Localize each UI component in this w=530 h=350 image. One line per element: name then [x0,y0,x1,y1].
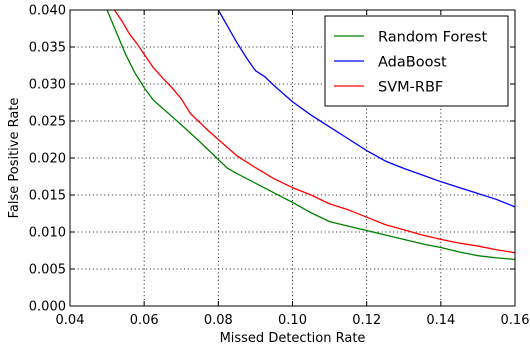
x-tick-label: 0.14 [426,313,455,328]
x-tick-label: 0.10 [278,313,307,328]
series-line-adaboost [217,9,516,208]
x-tick-label: 0.08 [204,313,233,328]
x-tick-label: 0.12 [352,313,381,328]
y-tick-label: 0.010 [29,226,66,241]
x-tick-label: 0.16 [501,313,530,328]
y-tick-label: 0.040 [29,4,66,19]
y-tick-label: 0.035 [29,41,66,56]
y-tick-label: 0.005 [29,263,66,278]
legend: Random Forest AdaBoost SVM-RBF [324,15,509,107]
y-tick-label: 0.025 [29,115,66,130]
y-axis-title: False Positive Rate [7,98,22,219]
x-tick-labels: 0.04 0.06 0.08 0.10 0.12 0.14 0.16 [56,313,530,328]
y-tick-label: 0.000 [29,300,66,315]
series-line-svm-rbf [113,9,516,254]
y-tick-labels: 0.000 0.005 0.010 0.015 0.020 0.025 0.030 0.035… [29,4,66,315]
y-tick-label: 0.015 [29,189,66,204]
legend-label-random-forest: Random Forest [378,30,487,46]
axis-ticks [69,9,516,307]
legend-label-svm-rbf: SVM-RBF [378,80,443,96]
x-axis-title: Missed Detection Rate [220,331,366,346]
series-lines [106,9,516,261]
x-tick-label: 0.04 [56,313,85,328]
y-tick-label: 0.020 [29,152,66,167]
x-tick-label: 0.06 [130,313,159,328]
legend-label-adaboost: AdaBoost [378,55,447,71]
y-tick-label: 0.030 [29,78,66,93]
series-line-random-forest [106,9,516,261]
